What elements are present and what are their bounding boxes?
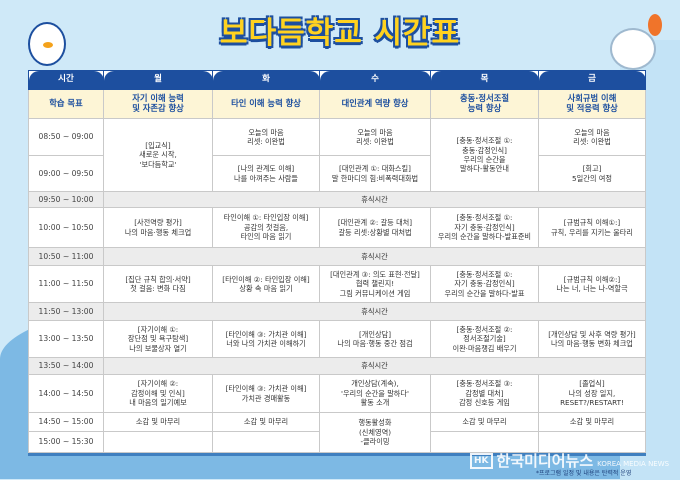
empty-cell [538,431,646,453]
session-cell: [대인관계 ②: 갈등 대처] 갈등 리셋:상황별 대처법 [319,207,431,248]
table-row: 15:00 ~ 15:30 [28,431,646,453]
time-cell: 13:50 ~ 14:00 [28,357,104,375]
time-cell: 15:00 ~ 15:30 [28,431,104,453]
time-cell: 14:00 ~ 14:50 [28,374,104,413]
header-thu: 목 [430,70,539,90]
break-label: 휴식시간 [103,191,646,208]
empty-cell [212,431,320,453]
session-cell: [나의 관계도 이해] 나를 아껴주는 사람들 [212,155,320,192]
time-cell: 10:00 ~ 10:50 [28,207,104,248]
time-cell: 08:50 ~ 09:00 [28,118,104,156]
session-cell: [입교식] 새로운 시작, '보다듬학교' [103,118,213,192]
goal-row: 학습 목표 자기 이해 능력 및 자존감 향상 타인 이해 능력 향상 대인관계… [28,89,646,119]
page-title: 보다듬학교 시간표 [219,16,461,51]
break-row: 13:50 ~ 14:00 휴식시간 [28,357,646,375]
break-row: 10:50 ~ 11:00 휴식시간 [28,247,646,266]
session-cell: 오늘의 마음 리셋: 이완법 [538,118,646,156]
goal-wed: 대인관계 역량 향상 [319,89,431,119]
goal-label: 학습 목표 [28,89,104,119]
table-row: 14:00 ~ 14:50 [자기이해 ②: 감정이해 및 인식] 내 마음의 … [28,374,646,413]
break-label: 휴식시간 [103,302,646,321]
table-row: 08:50 ~ 09:00 [입교식] 새로운 시작, '보다듬학교' 오늘의 … [28,118,646,192]
session-cell: 소감 및 마무리 [212,412,320,432]
time-cell: 10:50 ~ 11:00 [28,247,104,266]
time-cell: 09:00 ~ 09:50 [28,155,104,192]
goal-fri: 사회규범 이해 및 적응력 향상 [538,89,646,119]
session-cell: 오늘의 마음 리셋: 이완법 [212,118,320,156]
session-cell: 개인상담(계속), '우리의 순간을 말하다' 활동 소개 [319,374,431,413]
session-cell: [졸업식] 나의 성장 일지, RESET?/RESTART! [538,374,646,413]
session-cell: [개인상담 및 사후 역량 평가] 나의 마음·행동 변화 체크업 [538,320,646,358]
watermark-logo: HK 한국미디어뉴스 KOREA MEDIA NEWS [470,453,669,469]
break-row: 09:50 ~ 10:00 휴식시간 [28,191,646,208]
session-cell: [개인상담] 나의 마음·행동 중간 점검 [319,320,431,358]
time-cell: 11:50 ~ 13:00 [28,302,104,321]
hk-logo-icon: HK [470,453,493,469]
session-cell: [규범규칙 이해①:] 규칙, 우리를 지키는 울타리 [538,207,646,248]
goal-mon: 자기 이해 능력 및 자존감 향상 [103,89,213,119]
session-cell: [집단 규칙 합의·서약] 첫 걸음: 변화 다짐 [103,265,213,303]
goal-tue: 타인 이해 능력 향상 [212,89,320,119]
watermark-name: 한국미디어뉴스 [496,452,594,470]
session-cell: [타인이해 ②: 타인입장 이해] 상황 속 마음 읽기 [212,265,320,303]
penguin-mascot-icon [28,22,66,66]
session-cell: [충동·정서조절 ②: 정서조절기술] 이완·마음챙김 배우기 [430,320,539,358]
session-cell: [자기이해 ①: 장단점 및 욕구탐색] 나의 보물상자 열기 [103,320,213,358]
time-cell: 13:00 ~ 13:50 [28,320,104,358]
goal-thu: 충동·정서조절 능력 향상 [430,89,539,119]
session-cell: 소감 및 마무리 [103,412,213,432]
header-time: 시간 [28,70,104,90]
time-cell: 09:50 ~ 10:00 [28,191,104,208]
break-label: 휴식시간 [103,357,646,375]
time-cell: 11:00 ~ 11:50 [28,265,104,303]
session-cell: [대인관계 ③: 의도 표현·전달] 협력 챌린지! 그림 커뮤니케이션 게임 [319,265,431,303]
session-cell: 타인이해 ①: 타인입장 이해] 공감의 첫걸음, 타인의 마음 읽기 [212,207,320,248]
session-cell: [충동·정서조절 ③: 감정별 대처] 감정 신호등 게임 [430,374,539,413]
header-fri: 금 [538,70,646,90]
table-row: 14:50 ~ 15:00 소감 및 마무리 소감 및 마무리 행동활성화 (신… [28,412,646,453]
empty-cell [103,431,213,453]
session-cell: [자기이해 ②: 감정이해 및 인식] 내 마음의 일기예보 [103,374,213,413]
session-cell: [회고] 5일간의 여정 [538,155,646,192]
session-cell: [사전역량 평가] 나의 마음·행동 체크업 [103,207,213,248]
session-cell: 소감 및 마무리 [538,412,646,432]
header-tue: 화 [212,70,320,90]
timetable: 시간 월 화 수 목 금 학습 목표 자기 이해 능력 및 자존감 향상 타인 … [28,70,646,453]
watermark-sub: KOREA MEDIA NEWS [597,460,670,468]
break-row: 11:50 ~ 13:00 휴식시간 [28,302,646,321]
session-cell: [타인이해 ③: 가치관 이해] 가치관 경매활동 [212,374,320,413]
session-cell: [타인이해 ③: 가치관 이해] 너와 나의 가치관 이해하기 [212,320,320,358]
empty-cell [430,431,539,453]
table-row: 13:00 ~ 13:50 [자기이해 ①: 장단점 및 욕구탐색] 나의 보물… [28,320,646,358]
table-row: 10:00 ~ 10:50 [사전역량 평가] 나의 마음·행동 체크업 타인이… [28,207,646,248]
time-cell: 14:50 ~ 15:00 [28,412,104,432]
table-row: 11:00 ~ 11:50 [집단 규칙 합의·서약] 첫 걸음: 변화 다짐 … [28,265,646,303]
session-cell: [충동·정서조절 ①: 자기 충동·감정인식] 우리의 순간을 말하다-발표 [430,265,539,303]
header-mon: 월 [103,70,213,90]
footnote: *프로그램 일정 및 내용은 탄력적 운영 [536,470,632,477]
session-cell: 오늘의 마음 리셋: 이완법 [319,118,431,156]
header-wed: 수 [319,70,431,90]
session-cell: [대인관계 ①: 대화스킬] 말 한마디의 힘:비폭력대화법 [319,155,431,192]
session-cell: [충동·정서조절 ①: 충동·감정인식] 우리의 순간을 말하다-활동안내 [430,118,539,192]
bear-mascot-icon [610,14,662,70]
session-cell: [충동·정서조절 ①: 자기 충동·감정인식] 우리의 순간을 말하다-발표준비 [430,207,539,248]
break-label: 휴식시간 [103,247,646,266]
session-cell: 행동활성화 (신체영역) -클라이밍 [319,412,431,453]
header-row: 시간 월 화 수 목 금 [28,70,646,90]
table-row: 09:00 ~ 09:50 [나의 관계도 이해] 나를 아껴주는 사람들 [대… [28,155,646,192]
session-cell: [규범규칙 이해②:] 나는 너, 너는 나-역할극 [538,265,646,303]
session-cell: 소감 및 마무리 [430,412,539,432]
